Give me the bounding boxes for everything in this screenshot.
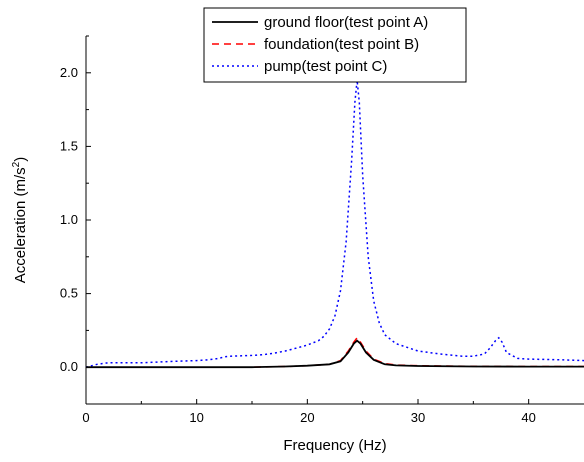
x-tick-label: 10 [189, 410, 203, 425]
x-tick-label: 20 [300, 410, 314, 425]
legend-label: foundation(test point B) [264, 36, 419, 53]
y-tick-label: 2.0 [60, 65, 78, 80]
x-tick-label: 30 [411, 410, 425, 425]
y-axis-title-suffix: ) [12, 157, 29, 162]
legend: ground floor(test point A) foundation(tes… [203, 7, 467, 83]
y-tick-label: 1.0 [60, 212, 78, 227]
y-tick-label: 0.5 [60, 286, 78, 301]
plot-area [85, 36, 584, 405]
x-tick-label: 40 [521, 410, 535, 425]
y-axis-title-superscript: 2 [11, 161, 22, 167]
series-layer [85, 80, 584, 369]
y-axis-title-text: Acceleration (m/s [12, 167, 29, 283]
legend-box [203, 7, 467, 83]
series-line-pump [85, 80, 584, 368]
legend-label: pump(test point C) [264, 58, 387, 75]
y-tick-label: 1.5 [60, 138, 78, 153]
y-axis: 0.0 0.5 1.0 1.5 2.0 [60, 35, 91, 405]
series-line-ground-floor [86, 339, 584, 369]
y-axis-title: Acceleration (m/s2) [11, 157, 29, 283]
x-axis: 0 10 20 30 40 [82, 399, 536, 425]
x-axis-title: Frequency (Hz) [283, 437, 386, 454]
x-tick-label: 0 [82, 410, 89, 425]
legend-label: ground floor(test point A) [264, 14, 428, 31]
y-tick-label: 0.0 [60, 359, 78, 374]
